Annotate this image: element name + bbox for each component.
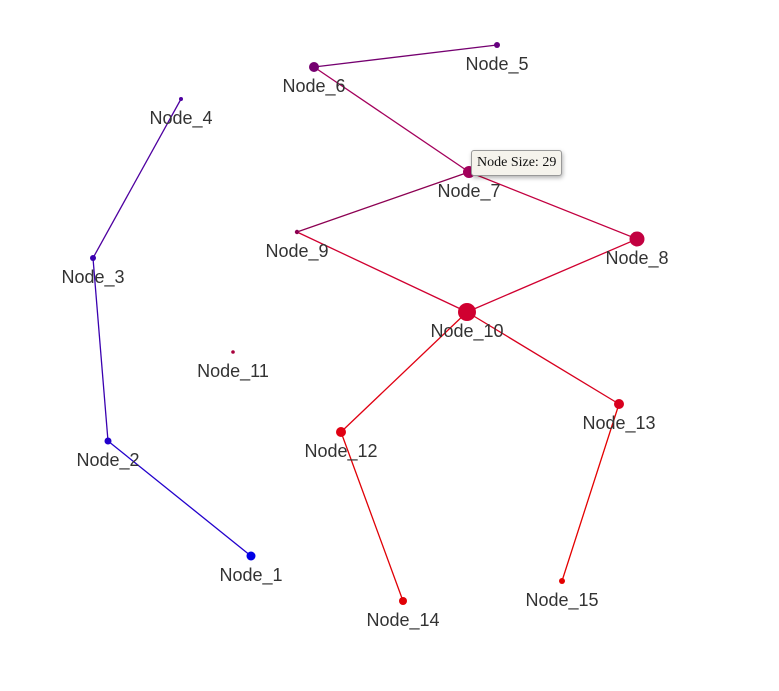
node-label: Node_1 xyxy=(219,565,282,586)
node-Node_1[interactable] xyxy=(246,551,256,561)
node-label: Node_15 xyxy=(525,590,598,611)
node-label: Node_10 xyxy=(430,321,503,342)
node-label: Node_6 xyxy=(282,76,345,97)
node-Node_8[interactable] xyxy=(629,231,645,247)
node-Node_5[interactable] xyxy=(494,42,500,48)
node-label: Node_14 xyxy=(366,610,439,631)
edge-Node_10-Node_12 xyxy=(340,311,468,433)
edge-Node_9-Node_10 xyxy=(296,231,468,313)
node-label: Node_13 xyxy=(582,413,655,434)
node-Node_2[interactable] xyxy=(104,437,112,445)
node-label: Node_11 xyxy=(197,361,269,382)
node-label: Node_12 xyxy=(304,441,377,462)
node-Node_11[interactable] xyxy=(231,350,235,354)
edge-Node_12-Node_14 xyxy=(340,431,404,602)
node-Node_4[interactable] xyxy=(179,97,183,101)
edge-Node_3-Node_4 xyxy=(92,98,182,259)
node-label: Node_3 xyxy=(61,267,124,288)
node-Node_12[interactable] xyxy=(336,427,346,437)
node-Node_13[interactable] xyxy=(614,399,624,409)
edge-Node_2-Node_3 xyxy=(92,257,109,442)
node-label: Node_4 xyxy=(149,108,212,129)
node-label: Node_8 xyxy=(605,248,668,269)
node-size-tooltip: Node Size: 29 xyxy=(471,150,563,176)
edge-Node_5-Node_6 xyxy=(313,44,498,68)
node-Node_14[interactable] xyxy=(399,597,407,605)
edge-Node_6-Node_7 xyxy=(313,66,470,173)
edge-Node_10-Node_13 xyxy=(466,311,620,405)
node-Node_9[interactable] xyxy=(294,229,300,235)
edge-Node_7-Node_8 xyxy=(468,171,638,240)
node-label: Node_5 xyxy=(465,54,528,75)
node-Node_15[interactable] xyxy=(559,578,565,584)
edge-Node_1-Node_2 xyxy=(107,440,252,557)
node-label: Node_7 xyxy=(437,181,500,202)
node-label: Node_2 xyxy=(76,450,139,471)
edge-Node_13-Node_15 xyxy=(561,403,620,582)
edge-Node_7-Node_9 xyxy=(296,171,470,233)
node-label: Node_9 xyxy=(265,241,328,262)
node-Node_3[interactable] xyxy=(90,255,96,261)
node-Node_6[interactable] xyxy=(309,62,319,72)
node-Node_10[interactable] xyxy=(458,303,476,321)
edge-Node_8-Node_10 xyxy=(466,238,638,313)
